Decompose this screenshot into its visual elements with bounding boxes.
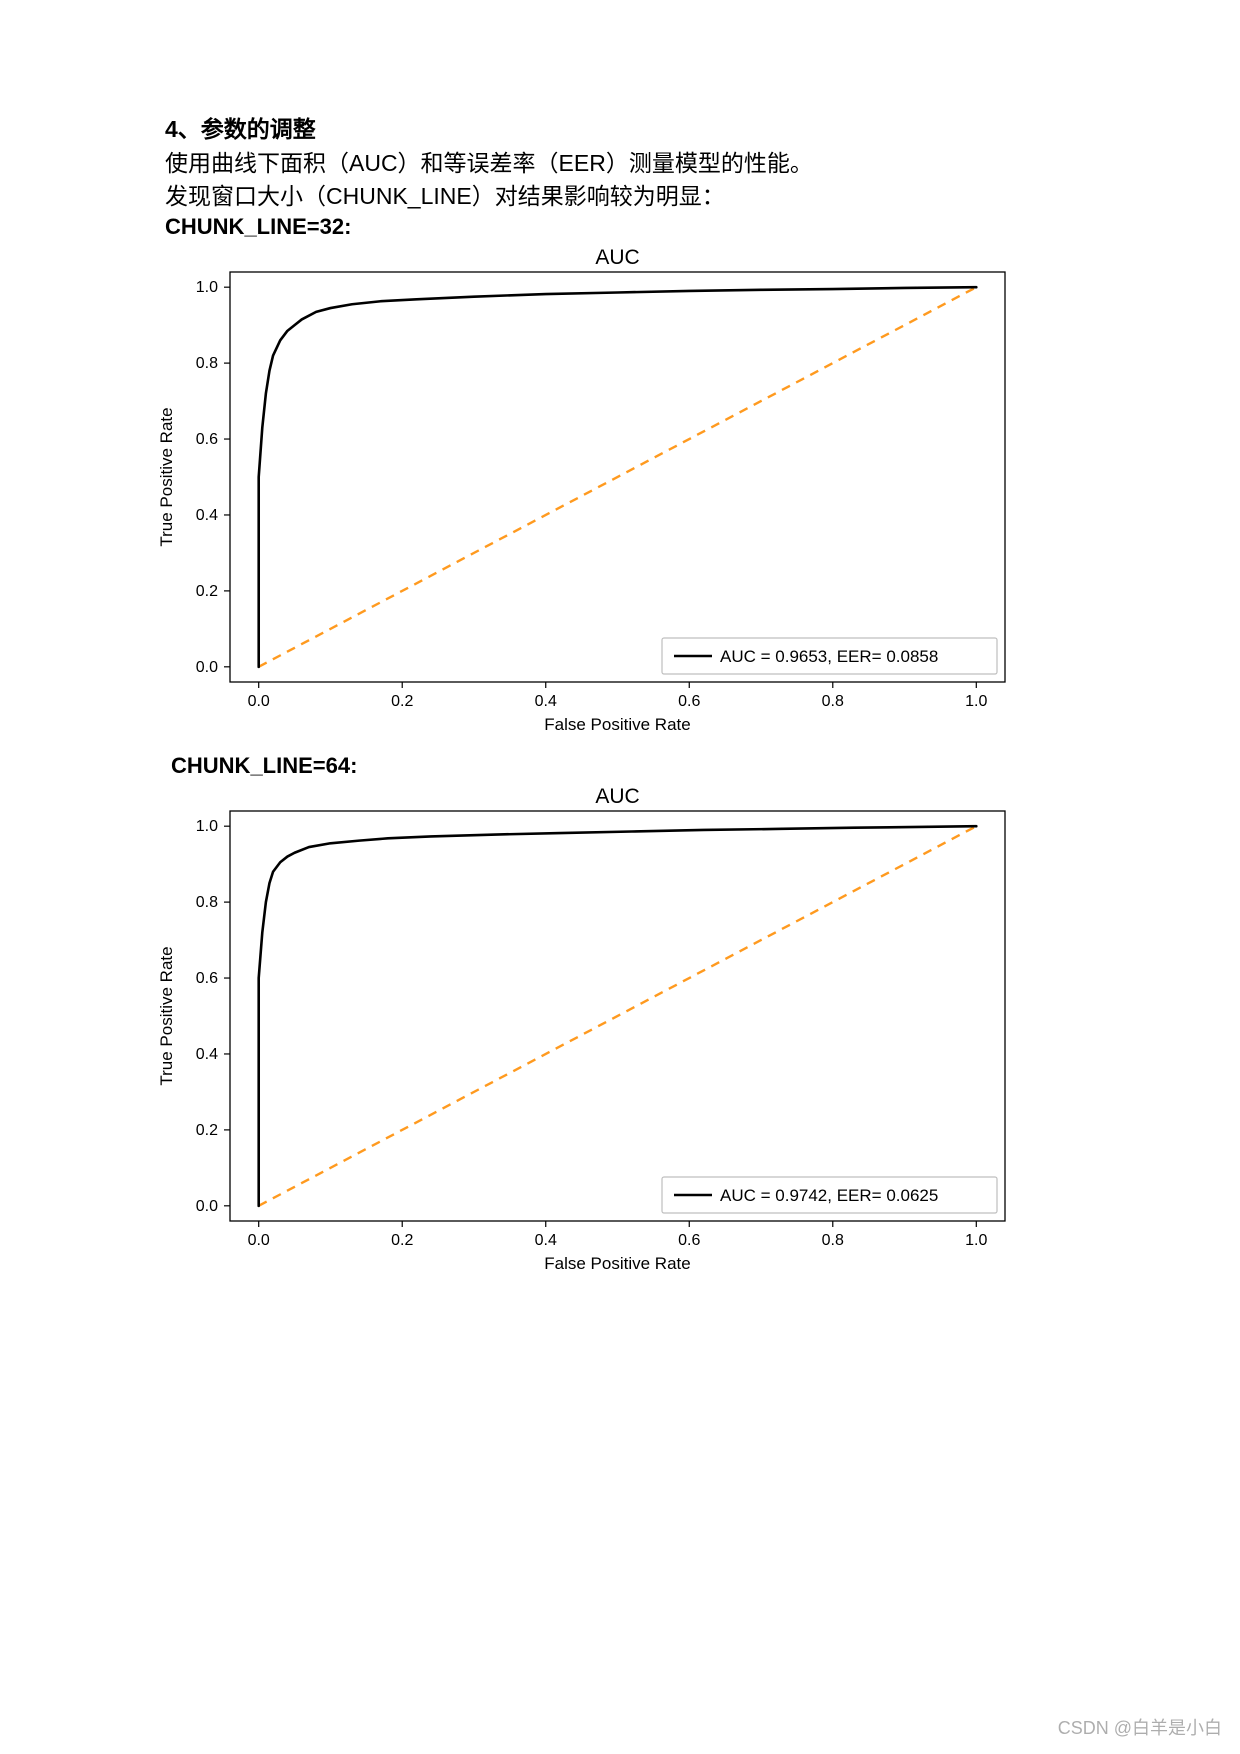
subheading-chunk64: CHUNK_LINE=64: — [171, 753, 1075, 779]
roc-chart-64-svg: 0.0 0.2 0.4 0.6 0.8 1.0 0.0 0.2 0.4 0.6 0.8 1.0 AUC F… — [135, 781, 1040, 1281]
page: 4、参数的调整 使用曲线下面积（AUC）和等误差率（EER）测量模型的性能。 发… — [0, 0, 1240, 1754]
section-heading: 4、参数的调整 — [165, 110, 1075, 144]
svg-text:0.0: 0.0 — [196, 1198, 218, 1215]
svg-text:0.0: 0.0 — [248, 1232, 270, 1249]
svg-text:False Positive Rate: False Positive Rate — [544, 715, 690, 734]
svg-text:0.0: 0.0 — [248, 693, 270, 710]
svg-text:0.8: 0.8 — [822, 1232, 844, 1249]
svg-text:1.0: 1.0 — [196, 279, 218, 296]
svg-text:0.8: 0.8 — [196, 894, 218, 911]
paragraph-line: 使用曲线下面积（AUC）和等误差率（EER）测量模型的性能。 — [165, 148, 1075, 179]
svg-text:0.2: 0.2 — [391, 693, 413, 710]
svg-text:0.4: 0.4 — [535, 1232, 557, 1249]
roc-chart-32-svg: 0.0 0.2 0.4 0.6 0.8 1.0 0.0 0.2 0.4 0.6 0.8 1.0 AUC F… — [135, 242, 1040, 742]
subheading-chunk32: CHUNK_LINE=32: — [165, 214, 1075, 240]
svg-text:0.8: 0.8 — [822, 693, 844, 710]
svg-text:AUC: AUC — [595, 785, 639, 808]
svg-text:AUC = 0.9742, EER= 0.0625: AUC = 0.9742, EER= 0.0625 — [720, 1186, 938, 1205]
svg-text:AUC: AUC — [595, 246, 639, 269]
paragraph-line: 发现窗口大小（CHUNK_LINE）对结果影响较为明显： — [165, 181, 1075, 212]
svg-text:True Positive Rate: True Positive Rate — [157, 407, 176, 546]
svg-text:0.4: 0.4 — [535, 693, 557, 710]
svg-text:True Positive Rate: True Positive Rate — [157, 946, 176, 1085]
svg-text:0.8: 0.8 — [196, 355, 218, 372]
roc-chart-32: 0.0 0.2 0.4 0.6 0.8 1.0 0.0 0.2 0.4 0.6 0.8 1.0 AUC F… — [135, 242, 1075, 747]
svg-text:1.0: 1.0 — [965, 693, 987, 710]
svg-text:0.6: 0.6 — [196, 970, 218, 987]
svg-text:0.0: 0.0 — [196, 659, 218, 676]
svg-text:AUC = 0.9653, EER= 0.0858: AUC = 0.9653, EER= 0.0858 — [720, 647, 938, 666]
svg-text:0.6: 0.6 — [678, 693, 700, 710]
svg-text:False Positive Rate: False Positive Rate — [544, 1254, 690, 1273]
svg-text:0.2: 0.2 — [196, 1122, 218, 1139]
svg-text:0.4: 0.4 — [196, 507, 218, 524]
svg-text:0.2: 0.2 — [391, 1232, 413, 1249]
svg-text:0.2: 0.2 — [196, 583, 218, 600]
svg-text:1.0: 1.0 — [196, 818, 218, 835]
svg-text:1.0: 1.0 — [965, 1232, 987, 1249]
roc-chart-64: 0.0 0.2 0.4 0.6 0.8 1.0 0.0 0.2 0.4 0.6 0.8 1.0 AUC F… — [135, 781, 1075, 1286]
svg-text:0.6: 0.6 — [678, 1232, 700, 1249]
svg-text:0.6: 0.6 — [196, 431, 218, 448]
watermark: CSDN @白羊是小白 — [1058, 1714, 1222, 1740]
svg-text:0.4: 0.4 — [196, 1046, 218, 1063]
